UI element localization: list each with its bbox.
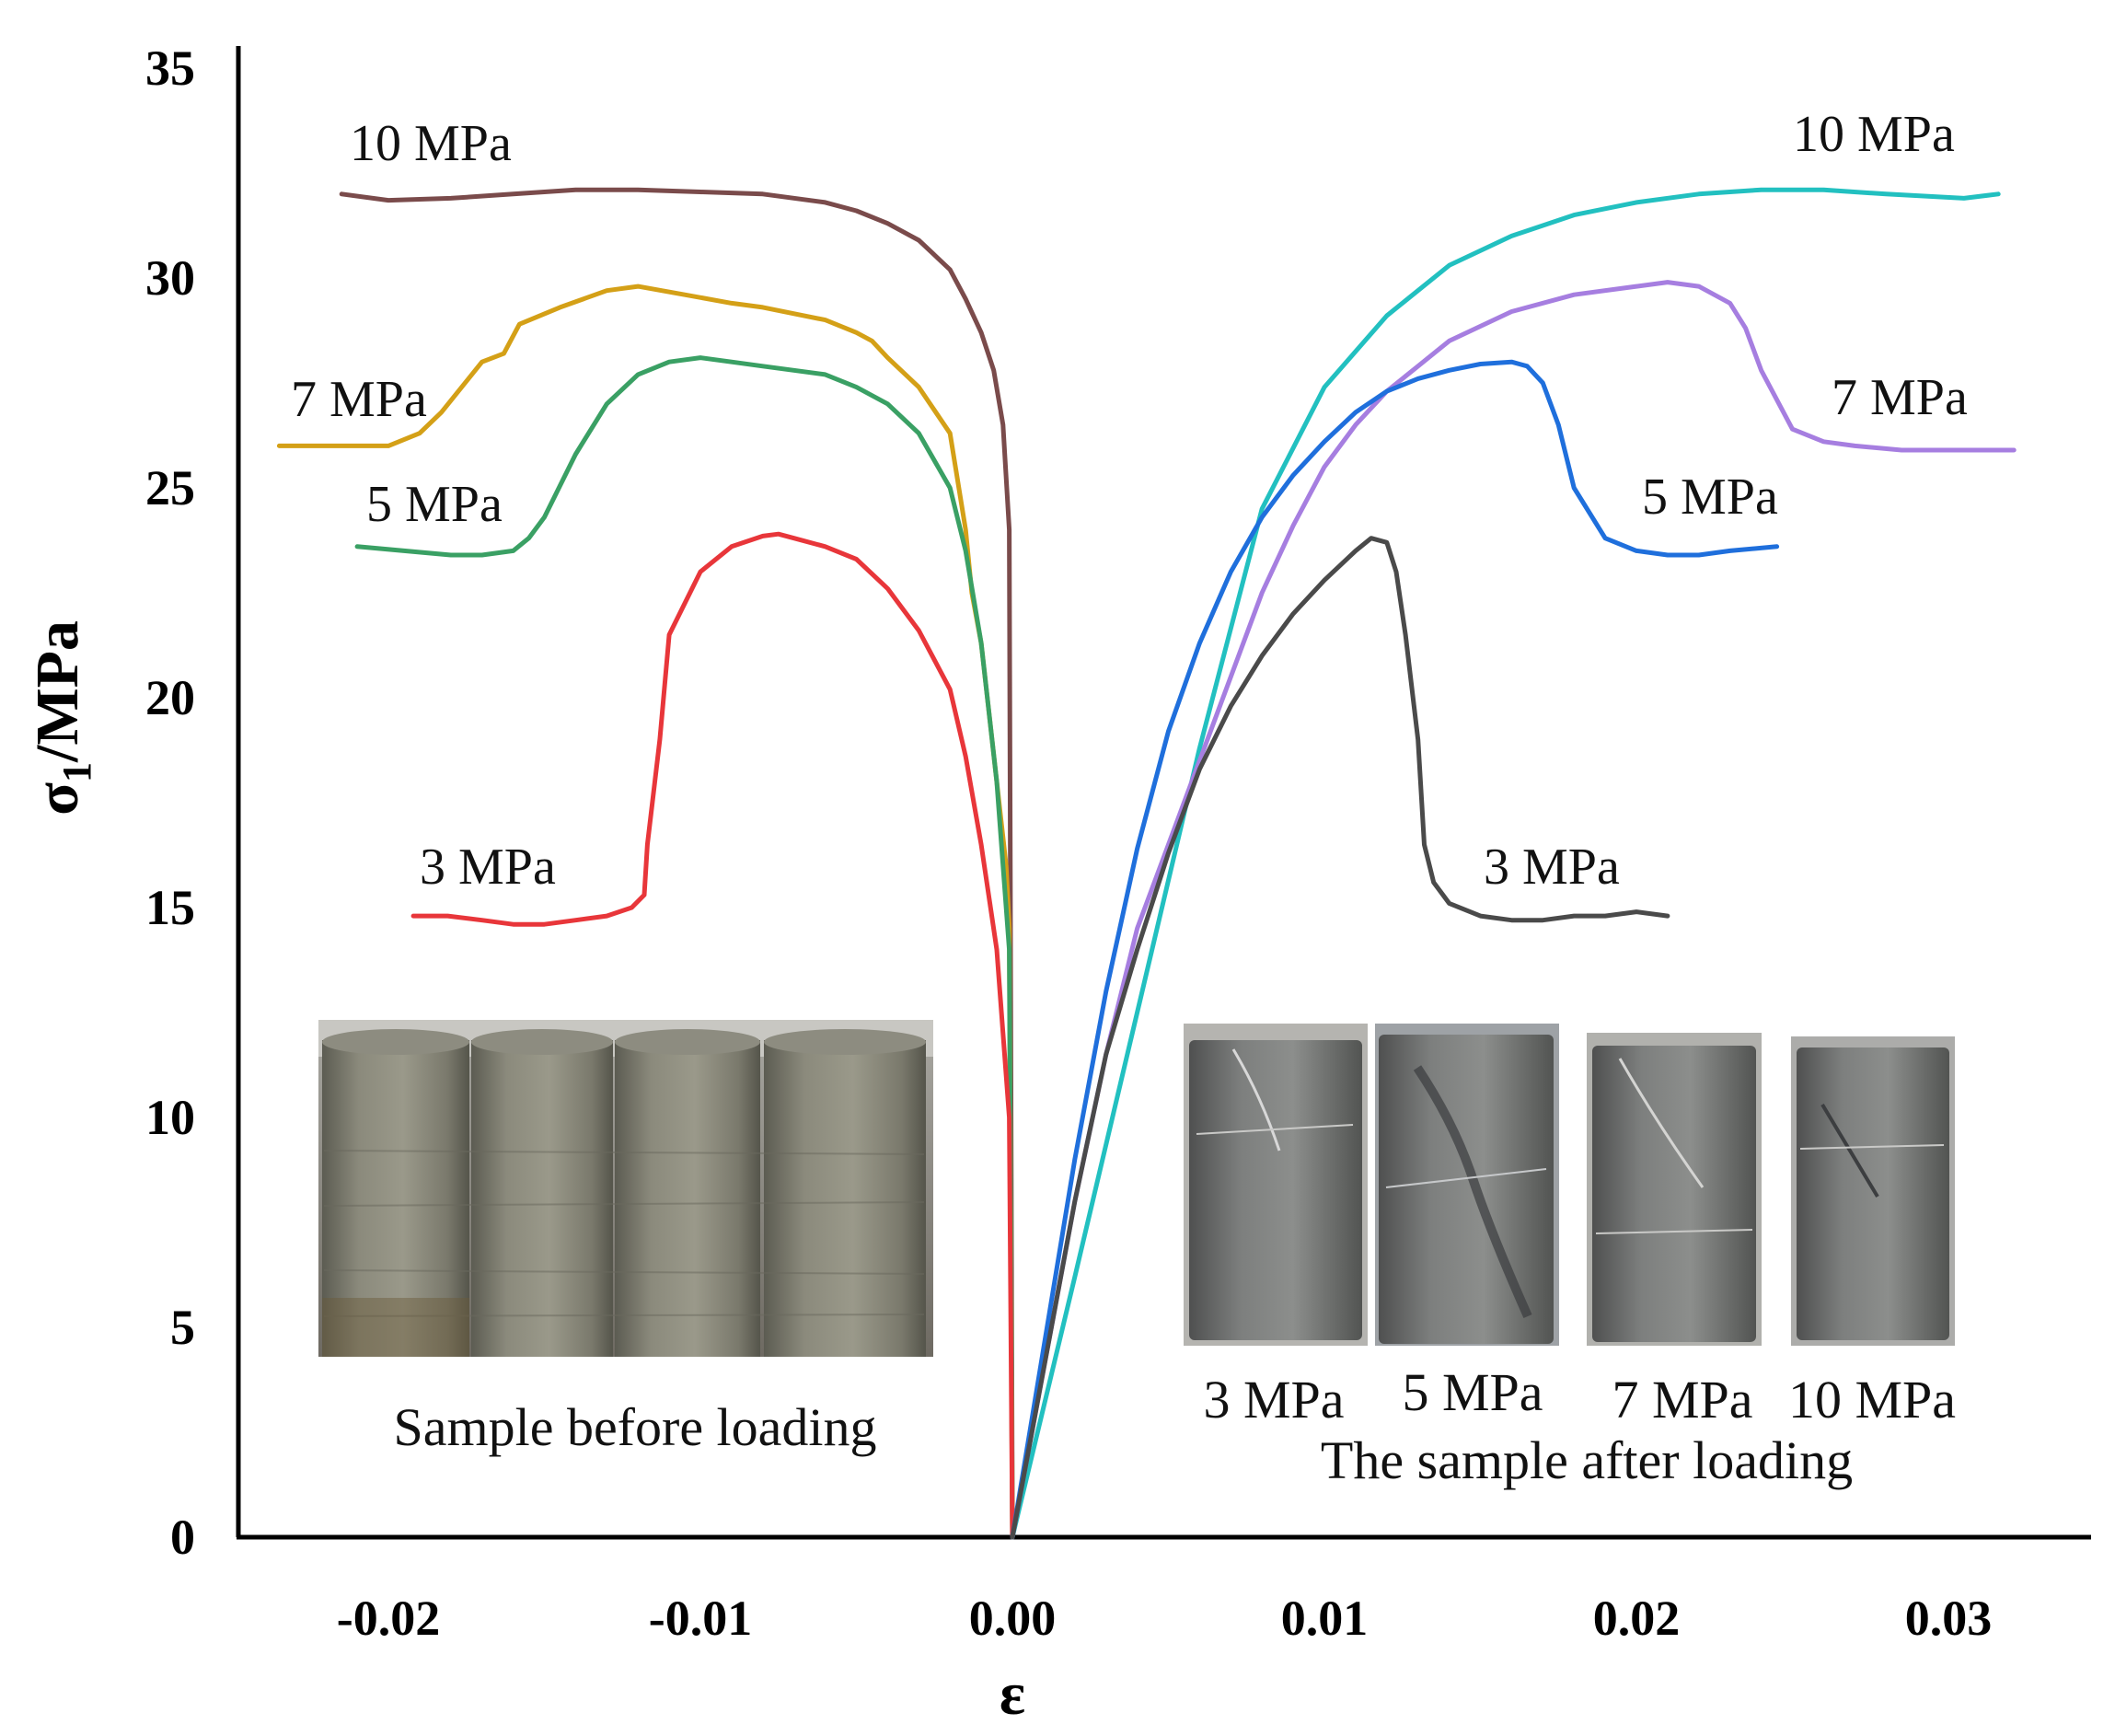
series-line-lat-5 xyxy=(354,355,1015,1540)
series-line-lat-3 xyxy=(410,531,1015,1540)
photo-after-7mpa xyxy=(1587,1033,1762,1346)
x-tick-label: -0.01 xyxy=(649,1591,752,1646)
photo-after-3mpa xyxy=(1184,1024,1368,1346)
photo-after-10mpa xyxy=(1791,1036,1955,1346)
photo-before-loading xyxy=(318,1020,933,1357)
x-tick-label: 0.00 xyxy=(969,1591,1057,1646)
label-axial-7mpa: 7 MPa xyxy=(1832,369,1968,426)
y-axis-title-unit: /MPa xyxy=(24,620,91,763)
caption-after-loading: The sample after loading xyxy=(1321,1430,1853,1490)
after-label-10mpa: 10 MPa xyxy=(1788,1370,1956,1429)
caption-before-loading: Sample before loading xyxy=(393,1397,876,1457)
cylinder-sample xyxy=(471,1029,613,1357)
x-axis-title: ε xyxy=(1000,1661,1025,1728)
x-tick-label: -0.02 xyxy=(337,1591,440,1646)
y-tick-label: 0 xyxy=(170,1510,195,1565)
series-line-ax-3 xyxy=(1010,536,1670,1540)
label-lateral-5mpa: 5 MPa xyxy=(366,476,503,533)
label-axial-3mpa: 3 MPa xyxy=(1484,839,1620,896)
label-lateral-10mpa: 10 MPa xyxy=(350,115,512,172)
series-lines xyxy=(276,187,2017,1540)
x-tick-label: 0.03 xyxy=(1905,1591,1993,1646)
y-tick-labels: 0 5 10 15 20 25 30 35 xyxy=(145,41,195,1565)
axes xyxy=(236,46,2091,1540)
curve-labels: 10 MPa 7 MPa 5 MPa 3 MPa 10 MPa 7 MPa 5 … xyxy=(291,106,1968,896)
x-tick-label: 0.01 xyxy=(1281,1591,1369,1646)
y-axis-title-symbol: σ xyxy=(24,782,91,816)
label-lateral-3mpa: 3 MPa xyxy=(420,839,556,896)
y-tick-label: 20 xyxy=(145,670,195,725)
label-lateral-7mpa: 7 MPa xyxy=(291,371,427,428)
cylinder-sample xyxy=(322,1029,469,1357)
series-line-ax-7 xyxy=(1010,280,2017,1540)
y-axis-title: σ1/MPa xyxy=(24,620,99,816)
after-label-3mpa: 3 MPa xyxy=(1203,1370,1344,1429)
after-label-7mpa: 7 MPa xyxy=(1612,1370,1752,1429)
y-tick-label: 30 xyxy=(145,250,195,306)
label-axial-10mpa: 10 MPa xyxy=(1793,106,1955,163)
x-tick-labels: -0.02 -0.01 0.00 0.01 0.02 0.03 xyxy=(337,1591,1992,1646)
cylinder-sample xyxy=(615,1029,760,1357)
photo-after-5mpa xyxy=(1375,1024,1559,1346)
y-tick-label: 10 xyxy=(145,1090,195,1145)
after-label-5mpa: 5 MPa xyxy=(1402,1362,1543,1422)
svg-text:σ1/MPa: σ1/MPa xyxy=(24,620,99,816)
after-loading-labels: 3 MPa 5 MPa 7 MPa 10 MPa xyxy=(1203,1362,1956,1429)
y-tick-label: 35 xyxy=(145,41,195,96)
x-tick-label: 0.02 xyxy=(1593,1591,1681,1646)
series-line-ax-10 xyxy=(1010,187,2001,1540)
cylinder-sample xyxy=(764,1029,926,1357)
y-tick-label: 5 xyxy=(170,1300,195,1355)
y-axis-title-subscript: 1 xyxy=(54,762,99,782)
y-tick-label: 15 xyxy=(145,880,195,935)
series-line-lat-10 xyxy=(339,187,1015,1540)
y-tick-label: 25 xyxy=(145,460,195,515)
label-axial-5mpa: 5 MPa xyxy=(1642,469,1778,526)
series-line-ax-5 xyxy=(1010,359,1780,1540)
